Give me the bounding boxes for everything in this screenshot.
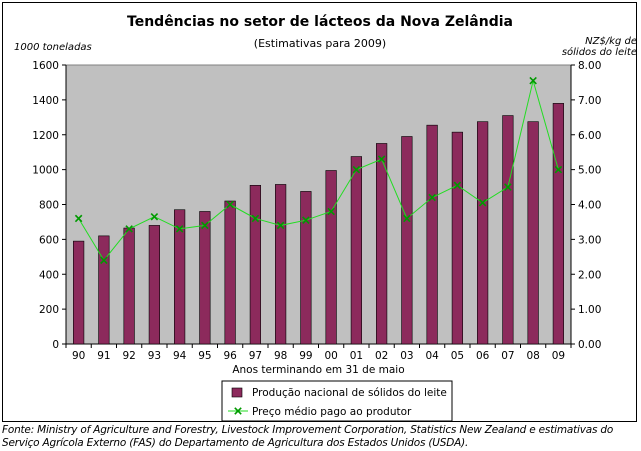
- price-marker: [428, 193, 436, 202]
- x-tick-label: 05: [451, 350, 464, 362]
- bar: [98, 235, 110, 345]
- x-tick-label: 93: [148, 350, 161, 362]
- right-tick-label: 3.00: [578, 234, 601, 246]
- x-tick-label: 96: [223, 350, 237, 362]
- x-tick-label: 98: [274, 350, 287, 362]
- price-marker: [327, 207, 335, 216]
- price-marker: [453, 181, 462, 190]
- bar: [376, 143, 388, 345]
- legend-bar-swatch: [231, 387, 243, 398]
- x-tick-label: 99: [299, 350, 312, 362]
- x-axis-label: Anos terminando em 31 de maio: [232, 364, 404, 376]
- right-axis-label: NZ$/kg de: [585, 36, 637, 47]
- bar: [527, 121, 539, 345]
- bar: [148, 225, 160, 345]
- price-marker: [302, 216, 310, 224]
- bar: [552, 103, 564, 345]
- right-tick-label: 5.00: [578, 165, 601, 177]
- x-tick-label: 07: [501, 350, 514, 362]
- price-marker: [377, 155, 386, 163]
- x-tick-label: 01: [350, 350, 363, 362]
- price-line: [78, 78, 559, 262]
- price-marker: [352, 165, 361, 174]
- left-tick-label: 600: [39, 234, 59, 246]
- bar: [401, 136, 413, 345]
- bar: [325, 170, 337, 345]
- price-marker: [403, 214, 411, 223]
- x-tick-label: 94: [173, 350, 187, 362]
- x-tick-label: 92: [122, 350, 135, 362]
- left-tick-label: 1000: [32, 165, 59, 177]
- bar: [502, 115, 514, 345]
- x-tick-label: 04: [425, 350, 439, 362]
- bar: [174, 209, 186, 345]
- x-tick-label: 97: [249, 350, 262, 362]
- price-marker: [529, 76, 537, 85]
- bar: [249, 185, 261, 345]
- bar: [199, 211, 211, 345]
- bar: [73, 240, 85, 345]
- left-axis-label: 1000 toneladas: [14, 42, 92, 53]
- left-tick-label: 1600: [32, 60, 59, 72]
- price-marker: [251, 214, 260, 223]
- price-marker: [150, 212, 159, 221]
- legend-bar-label: Produção nacional de sólidos do leite: [252, 387, 447, 399]
- chart-title: Tendências no setor de lácteos da Nova Z…: [127, 14, 513, 30]
- x-tick-label: 91: [97, 350, 110, 362]
- price-marker: [554, 165, 563, 174]
- price-marker: [74, 214, 83, 223]
- x-tick-label: 09: [552, 350, 565, 362]
- legend-line-label: Preço médio pago ao produtor: [252, 406, 412, 418]
- bar: [477, 121, 489, 345]
- bar: [300, 191, 312, 345]
- right-tick-label: 2.00: [578, 269, 601, 281]
- price-marker: [504, 183, 512, 191]
- price-marker: [276, 221, 285, 230]
- legend: [221, 380, 453, 422]
- left-tick-label: 800: [39, 200, 59, 212]
- source-note: Fonte: Ministry of Agriculture and Fores…: [2, 424, 614, 449]
- bar: [426, 124, 438, 345]
- left-tick-label: 0: [52, 339, 59, 351]
- price-marker: [175, 225, 184, 233]
- right-tick-label: 6.00: [578, 130, 601, 142]
- bar: [350, 156, 362, 345]
- x-tick-label: 90: [72, 350, 85, 362]
- right-tick-label: 8.00: [578, 60, 601, 72]
- chart-subtitle: (Estimativas para 2009): [254, 37, 386, 50]
- bar: [123, 227, 135, 345]
- bar: [224, 200, 236, 345]
- legend-line-marker: [234, 407, 242, 415]
- x-tick-label: 03: [400, 350, 413, 362]
- x-tick-label: 06: [476, 350, 490, 362]
- price-marker: [125, 225, 133, 233]
- right-tick-label: 0.00: [578, 339, 601, 351]
- price-marker: [226, 200, 234, 209]
- x-tick-label: 00: [324, 350, 337, 362]
- x-tick-label: 95: [198, 350, 211, 362]
- x-tick-label: 08: [526, 350, 539, 362]
- left-tick-label: 200: [39, 304, 59, 316]
- bar: [275, 184, 287, 345]
- right-axis-label: sólidos do leite: [562, 46, 637, 58]
- price-marker: [201, 221, 209, 230]
- price-marker: [100, 256, 108, 265]
- left-tick-label: 1400: [32, 95, 59, 107]
- x-tick-label: 02: [375, 350, 388, 362]
- left-tick-label: 1200: [32, 130, 59, 142]
- right-tick-label: 1.00: [578, 304, 601, 316]
- plot-area: [65, 64, 572, 345]
- bar: [451, 131, 463, 345]
- price-marker: [478, 198, 487, 207]
- left-tick-label: 400: [39, 269, 59, 281]
- right-tick-label: 7.00: [578, 95, 601, 107]
- right-tick-label: 4.00: [578, 200, 601, 212]
